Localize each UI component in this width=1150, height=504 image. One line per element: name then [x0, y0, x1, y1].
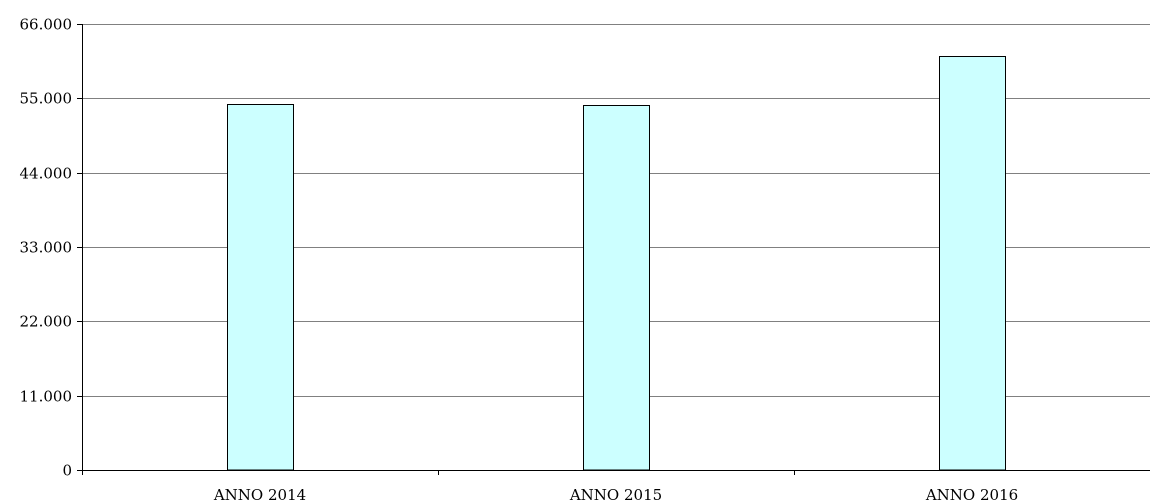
y-tick-label: 22.000 [20, 313, 73, 331]
bar [227, 104, 294, 471]
x-category-label: ANNO 2014 [213, 486, 306, 504]
x-axis: ANNO 2014 ANNO 2015 ANNO 2016 [82, 470, 1150, 504]
y-tick-label: 33.000 [20, 239, 73, 257]
bar [583, 105, 650, 471]
y-tick-label: 55.000 [20, 90, 73, 108]
y-tick-label: 11.000 [20, 388, 73, 406]
y-axis: 0 11.000 22.000 33.000 44.000 55.000 66.000 [20, 16, 83, 480]
bar [939, 56, 1006, 471]
bars [227, 56, 1006, 471]
x-category-label: ANNO 2015 [569, 486, 662, 504]
y-tick-label: 66.000 [20, 16, 73, 34]
x-category-label: ANNO 2016 [925, 486, 1018, 504]
y-tick-label: 0 [62, 462, 72, 480]
y-tick-label: 44.000 [20, 165, 73, 183]
